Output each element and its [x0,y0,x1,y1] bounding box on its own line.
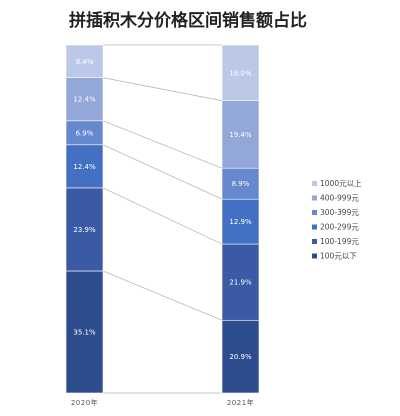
segment-value-label: 16.0% [229,69,252,77]
legend-label: 100-199元 [320,237,359,246]
legend-swatch [312,195,317,201]
bar-segment [221,167,260,200]
category-label: 2021年 [227,398,254,407]
legend: 1000元以上 400-999元 300-399元 200-299元 100-199元 1… [312,179,362,261]
segment-value-label: 12.4% [73,96,96,104]
connector-line [102,77,223,102]
connector-line [102,187,223,245]
segment-value-label: 12.4% [73,163,96,171]
bar-segment [65,270,104,394]
legend-label: 1000元以上 [320,179,362,188]
legend-swatch [312,253,317,259]
segment-value-label: 35.1% [73,328,96,336]
connector-lines [102,44,223,394]
bar-segment [221,243,260,321]
segment-value-label: 6.9% [76,129,94,137]
bar-segment [221,44,260,101]
legend-label: 200-299元 [320,223,359,232]
legend-label: 400-999元 [320,194,359,203]
connector-line [102,120,223,169]
legend-swatch [312,210,317,215]
bar-segment [221,198,260,245]
segment-value-label: 9.4% [76,58,94,66]
bar-segment [65,44,104,78]
stacked-bars [65,44,260,394]
legend-swatch [312,181,317,186]
segment-value-label: 19.4% [229,131,252,139]
segment-value-label: 20.9% [229,353,252,361]
legend-swatch [312,224,317,230]
segment-value-label: 23.9% [73,226,96,234]
legend-swatch [312,239,317,244]
legend-label: 300-399元 [320,208,359,217]
chart-title: 拼插积木分价格区间销售额占比 [69,10,307,31]
segment-value-label: 21.9% [229,279,252,287]
segment-labels: 35.1% 23.9% 12.4% 6.9% 12.4% 9.4% 20.9% 21.9% 12… [73,58,252,361]
legend-label: 100元以下 [320,252,357,261]
connector-line [102,270,223,321]
category-labels: 2020年 2021年 [71,398,254,407]
bar-segment [65,144,104,189]
bar-segment [221,100,260,169]
category-label: 2020年 [71,398,98,407]
connector-line [102,144,223,200]
segment-value-label: 12.9% [229,218,252,226]
segment-value-label: 8.9% [232,180,250,188]
